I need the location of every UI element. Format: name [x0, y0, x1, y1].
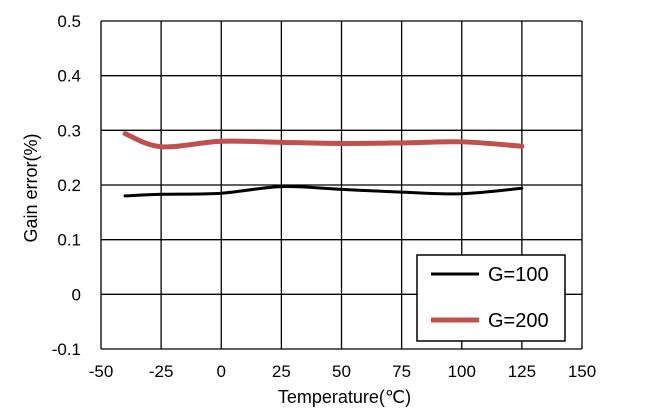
- legend-label-1: G=100: [488, 264, 549, 286]
- legend-label-2: G=200: [488, 310, 549, 332]
- x-axis-title: Temperature(℃): [278, 387, 411, 407]
- x-tick-label: 125: [508, 362, 536, 381]
- y-tick-label: 0.4: [57, 67, 81, 86]
- legend: G=100 G=200: [416, 254, 566, 342]
- x-tick-label: 25: [272, 362, 291, 381]
- x-tick-label: -25: [149, 362, 174, 381]
- y-tick-label: -0.1: [52, 340, 81, 359]
- series-layer: [122, 131, 525, 198]
- y-tick-label: 0.2: [57, 176, 81, 195]
- grid: [100, 20, 583, 350]
- x-tick-label: 0: [217, 362, 226, 381]
- y-tick-label: 0.1: [57, 231, 81, 250]
- y-axis-title: Gain error(%): [21, 133, 41, 242]
- y-tick-label: 0: [72, 285, 81, 304]
- x-tick-label: 50: [332, 362, 351, 381]
- x-tick-label: 100: [448, 362, 476, 381]
- y-tick-label: 0.3: [57, 121, 81, 140]
- series-line-g-100: [123, 185, 524, 198]
- x-tick-label: 75: [392, 362, 411, 381]
- series-line-g-200: [122, 131, 525, 150]
- x-tick-label: 150: [568, 362, 596, 381]
- x-tick-label: -50: [89, 362, 114, 381]
- y-tick-labels: -0.1 0 0.1 0.2 0.3 0.4 0.5: [52, 12, 81, 359]
- x-tick-labels: -50 -25 0 25 50 75 100 125 150: [89, 362, 596, 381]
- legend-box: [416, 254, 566, 342]
- y-tick-label: 0.5: [57, 12, 81, 31]
